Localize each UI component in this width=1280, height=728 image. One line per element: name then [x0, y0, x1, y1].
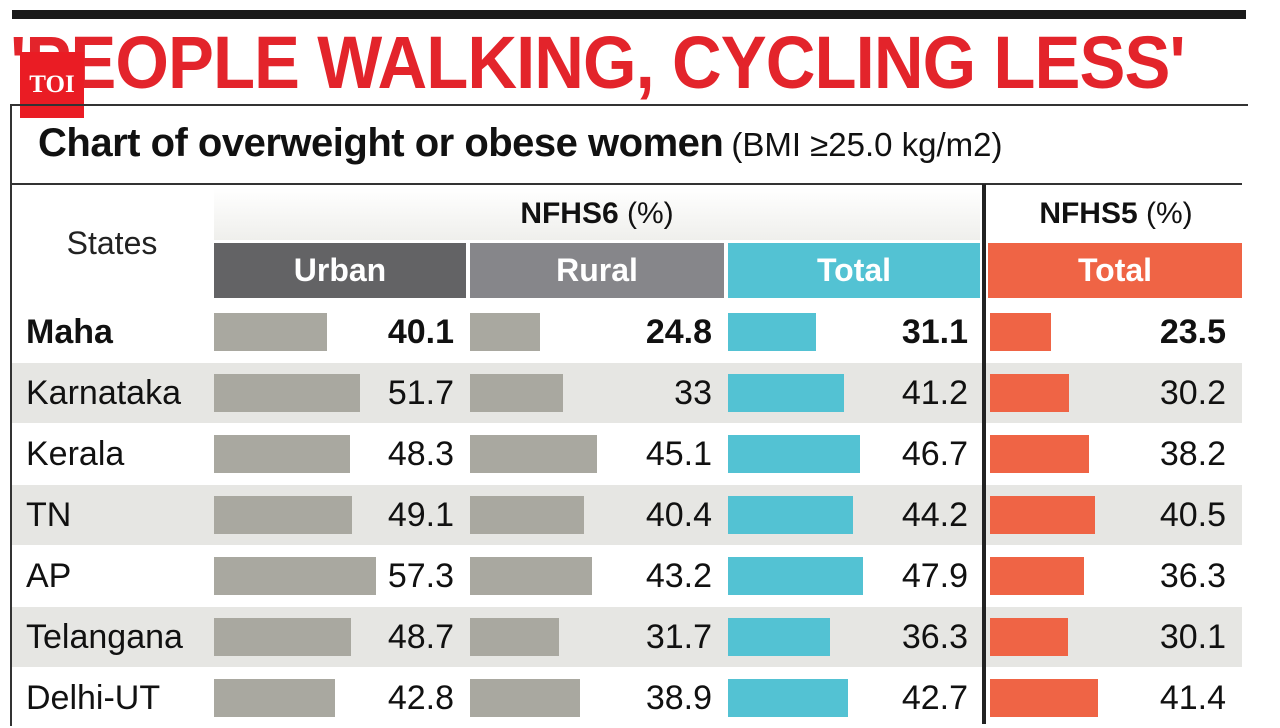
urban-bar [214, 618, 351, 656]
nfhs5-total-value: 30.2 [1159, 374, 1226, 412]
urban-bar [214, 679, 335, 717]
chart-title: Chart of overweight or obese women [38, 121, 724, 165]
nfhs6-total-value: 46.7 [901, 435, 968, 473]
urban-bar [214, 374, 360, 412]
state-name: Delhi-UT [26, 679, 161, 717]
urban-bar [214, 313, 327, 351]
rural-value: 38.9 [645, 679, 712, 717]
rural-value: 45.1 [645, 435, 712, 473]
state-name: Kerala [26, 435, 125, 473]
nfhs5-total-bar [990, 618, 1068, 656]
states-header: States [66, 224, 158, 261]
nfhs5-total-value: 41.4 [1159, 679, 1226, 717]
urban-value: 42.8 [387, 679, 454, 717]
chart-frame [10, 104, 1248, 726]
urban-value: 40.1 [387, 313, 454, 351]
nfhs5-total-value: 40.5 [1159, 496, 1226, 534]
urban-value: 57.3 [387, 557, 454, 595]
urban-bar [214, 496, 352, 534]
nfhs6-total-column-header: Total [728, 243, 980, 298]
nfhs5-total-bar [990, 435, 1089, 473]
headline: 'PEOPLE WALKING, CYCLING LESS' [10, 21, 1186, 104]
nfhs6-total-value: 31.1 [901, 313, 968, 351]
chart-subtitle: Chart of overweight or obese women (BMI ≥… [38, 116, 1003, 170]
urban-column-header: Urban [214, 243, 466, 298]
nfhs6-total-value: 42.7 [901, 679, 968, 717]
section-divider [982, 184, 986, 724]
nfhs6-total-bar [728, 496, 853, 534]
rural-bar [470, 313, 540, 351]
rural-bar [470, 618, 559, 656]
state-name: Karnataka [26, 374, 181, 412]
nfhs5-total-bar [990, 679, 1098, 717]
state-name: AP [26, 557, 72, 595]
rural-value: 24.8 [645, 313, 712, 351]
nfhs6-total-value: 47.9 [901, 557, 968, 595]
rural-bar [470, 435, 597, 473]
nfhs5-header: NFHS5 (%) [990, 188, 1242, 240]
state-name: Maha [26, 313, 113, 351]
nfhs5-label: NFHS5 [1039, 197, 1138, 230]
nfhs6-total-bar [728, 374, 844, 412]
rural-bar [470, 374, 563, 412]
nfhs6-total-value: 44.2 [901, 496, 968, 534]
urban-value: 48.7 [387, 618, 454, 656]
nfhs5-unit: (%) [1146, 197, 1193, 230]
rural-bar [470, 496, 584, 534]
state-name: Telangana [26, 618, 183, 656]
nfhs5-total-value: 23.5 [1159, 313, 1226, 351]
nfhs5-total-value: 38.2 [1159, 435, 1226, 473]
urban-value: 51.7 [387, 374, 454, 412]
nfhs6-header: NFHS6 (%) [214, 188, 980, 240]
urban-value: 48.3 [387, 435, 454, 473]
rural-column-header: Rural [470, 243, 724, 298]
rural-value: 31.7 [645, 618, 712, 656]
toi-logo: TOI [20, 52, 84, 118]
state-name: TN [26, 496, 72, 534]
nfhs5-total-bar [990, 374, 1069, 412]
nfhs5-total-bar [990, 496, 1095, 534]
rural-bar [470, 679, 580, 717]
nfhs5-total-bar [990, 557, 1084, 595]
nfhs6-total-bar [728, 679, 848, 717]
nfhs5-total-column-header: Total [988, 243, 1242, 298]
nfhs6-total-value: 41.2 [901, 374, 968, 412]
top-rule [12, 10, 1246, 19]
nfhs6-total-bar [728, 435, 860, 473]
urban-bar [214, 435, 350, 473]
rural-value: 43.2 [645, 557, 712, 595]
chart-unit: (BMI ≥25.0 kg/m2) [731, 126, 1003, 163]
nfhs6-unit: (%) [627, 197, 674, 230]
nfhs6-total-bar [728, 557, 863, 595]
nfhs5-total-bar [990, 313, 1051, 351]
rural-value: 40.4 [645, 496, 712, 534]
nfhs6-label: NFHS6 [520, 197, 619, 230]
nfhs5-total-value: 36.3 [1159, 557, 1226, 595]
nfhs6-total-value: 36.3 [901, 618, 968, 656]
nfhs6-total-bar [728, 618, 830, 656]
nfhs5-total-value: 30.1 [1159, 618, 1226, 656]
subtitle-rule [10, 183, 1242, 185]
nfhs6-total-bar [728, 313, 816, 351]
rural-value: 33 [674, 374, 712, 412]
urban-value: 49.1 [387, 496, 454, 534]
rural-bar [470, 557, 592, 595]
urban-bar [214, 557, 376, 595]
